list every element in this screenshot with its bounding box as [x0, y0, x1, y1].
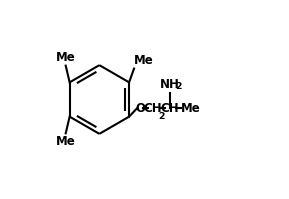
- Text: O: O: [135, 102, 145, 115]
- Text: CH: CH: [161, 102, 179, 115]
- Text: 2: 2: [158, 112, 164, 121]
- Text: Me: Me: [181, 102, 201, 115]
- Text: Me: Me: [56, 51, 76, 64]
- Text: NH: NH: [160, 78, 180, 92]
- Text: CH: CH: [143, 102, 162, 115]
- Text: Me: Me: [134, 54, 154, 67]
- Text: 2: 2: [175, 82, 181, 92]
- Text: Me: Me: [56, 135, 76, 148]
